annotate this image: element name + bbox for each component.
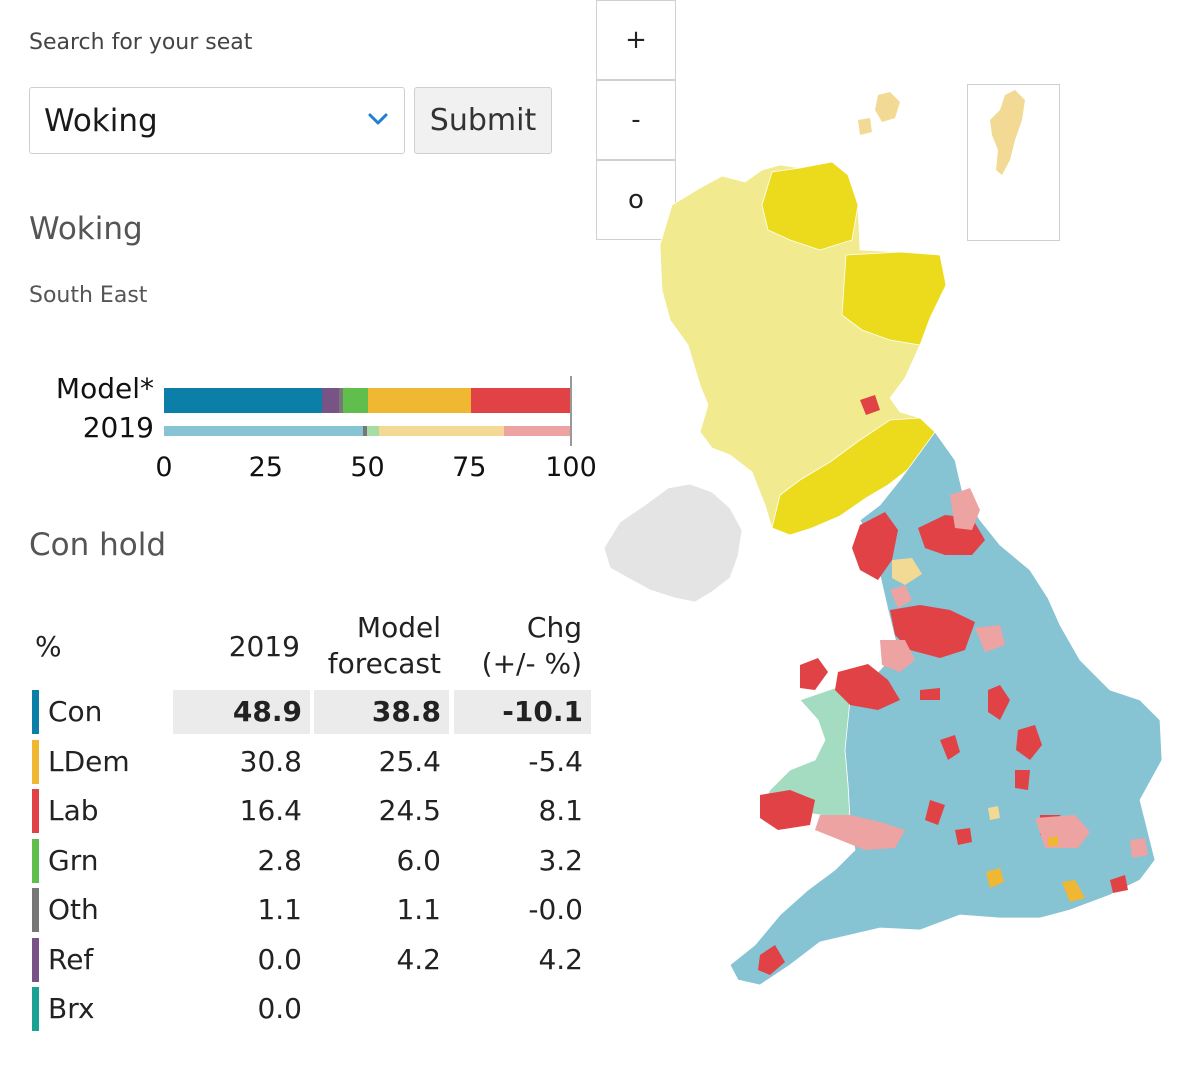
table-cell-model: 38.8 [314,690,449,734]
bar-axis-tick: 75 [452,452,487,483]
chevron-down-icon [368,113,388,125]
zoom-in-button[interactable]: + [596,0,676,80]
map-region-northern-ireland[interactable] [603,483,743,603]
table-cell-model: 1.1 [396,893,441,926]
model-bar-label: Model* [55,372,154,405]
party-name: Con [48,695,103,728]
model-bar-segment-ldem [367,388,472,413]
map-libdem-2019-seats[interactable] [892,558,1000,820]
seat-select-value: Woking [44,102,158,139]
party-color-swatch [32,690,39,734]
y2019-bar-segment-con_light [164,426,364,436]
table-cell-chg: -0.0 [528,893,583,926]
table-cell-model: 4.2 [396,942,441,976]
table-cell-chg: 8.1 [538,794,583,827]
bar-axis-tick: 25 [248,452,283,483]
table-cell-model: 25.4 [378,744,441,778]
map-labour-seats[interactable] [758,395,1128,975]
party-name: LDem [48,744,130,778]
party-color-swatch [32,937,39,982]
table-cell-chg: 4.2 [538,942,583,976]
bar-axis-tick: 100 [545,452,597,483]
model-bar-segment-con [164,388,322,413]
party-name: Lab [48,794,99,827]
table-header-chg-line2: (+/- %) [481,647,582,680]
y2019-bar-segment-oth [363,426,368,436]
party-name: Brx [48,992,95,1025]
table-cell-chg [454,987,591,1031]
y2019-bar-segment-grn_light [367,426,379,436]
bar-axis-tick: 50 [350,452,385,483]
party-color-swatch [32,888,39,932]
table-cell-model: 24.5 [378,794,441,827]
model-bar-segment-ref [321,388,339,413]
party-color-swatch [32,789,39,833]
party-color-swatch [32,987,39,1031]
table-header-pct: % [35,630,62,663]
zoom-out-button[interactable]: - [596,80,676,160]
party-name: Ref [48,942,94,976]
table-cell-y2019: 2.8 [257,843,302,877]
seat-region: South East [29,283,148,308]
shetland-inset-frame [967,84,1060,241]
seat-title: Woking [29,211,143,247]
table-header-chg-line1: Chg [526,611,582,644]
table-cell-y2019: 16.4 [239,794,302,827]
model-bar-segment-grn [343,388,368,413]
table-cell-y2019: 0.0 [257,942,302,976]
map-orkney-islands[interactable] [858,92,900,135]
seat-select-dropdown[interactable]: Woking [29,87,405,154]
model-vote-share-bar [164,388,571,413]
map-region-scotland-highlands[interactable] [761,161,859,251]
map-shetland-islands[interactable] [990,90,1025,175]
table-cell-y2019: 1.1 [257,893,302,926]
seat-result: Con hold [29,527,167,563]
bar-end-marker [570,376,572,446]
table-header-2019: 2019 [228,630,300,663]
search-label: Search for your seat [29,30,253,55]
zoom-reset-button[interactable]: o [596,160,676,240]
uk-constituency-map[interactable] [590,0,1200,1067]
map-region-scotland-northeast[interactable] [841,251,947,346]
y2019-bar-segment-ldem_light [378,426,505,436]
table-header-model-line2: forecast [327,647,441,680]
submit-button[interactable]: Submit [414,87,552,154]
y2019-bar-label: 2019 [82,411,154,444]
table-cell-y2019: 0.0 [257,992,302,1025]
map-libdem-seats[interactable] [986,836,1085,902]
table-header-model-line1: Model [356,611,441,644]
model-bar-segment-lab [471,388,571,413]
table-cell-chg: -10.1 [454,690,591,734]
party-name: Grn [48,843,99,877]
y2019-vote-share-bar [164,426,571,436]
table-cell-chg: -5.4 [528,744,583,778]
party-color-swatch [32,739,39,784]
table-cell-model: 6.0 [396,843,441,877]
model-bar-segment-oth [339,388,344,413]
party-name: Oth [48,893,99,926]
table-cell-chg: 3.2 [538,843,583,877]
bar-axis-tick: 0 [155,452,173,483]
table-cell-y2019: 48.9 [173,690,310,734]
table-cell-model [314,987,449,1031]
party-color-swatch [32,838,39,883]
table-cell-y2019: 30.8 [239,744,302,778]
y2019-bar-segment-lab_light [504,426,571,436]
